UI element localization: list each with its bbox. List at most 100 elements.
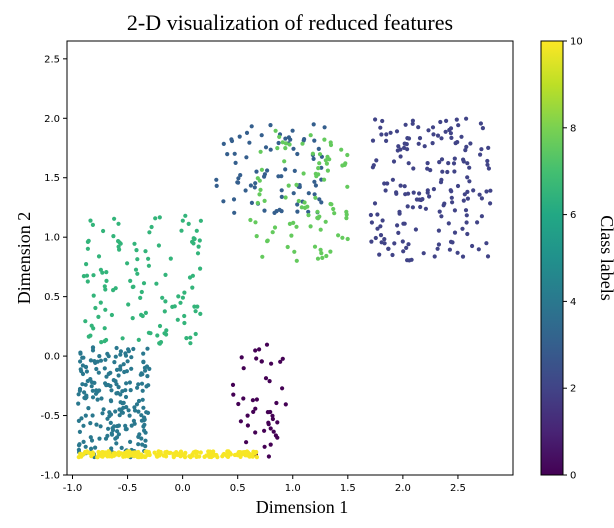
- data-point: [131, 450, 136, 455]
- data-point: [214, 177, 219, 182]
- data-point: [371, 163, 376, 168]
- data-point: [236, 180, 241, 185]
- data-point: [302, 137, 307, 142]
- data-point: [384, 138, 389, 143]
- data-point: [192, 304, 197, 309]
- y-tick-label: -1.0: [40, 471, 60, 482]
- data-point: [123, 423, 128, 428]
- data-point: [92, 380, 97, 385]
- data-point: [164, 449, 169, 454]
- data-point: [103, 307, 108, 312]
- data-point: [93, 305, 98, 311]
- data-point: [97, 436, 102, 441]
- data-point: [95, 397, 100, 402]
- data-point: [127, 413, 132, 418]
- data-point: [312, 192, 317, 197]
- data-point: [254, 234, 259, 239]
- data-point: [306, 191, 311, 196]
- data-point: [373, 117, 378, 122]
- data-point: [145, 374, 150, 379]
- data-point: [182, 290, 187, 295]
- data-point: [79, 416, 84, 421]
- data-point: [250, 398, 255, 403]
- data-point: [255, 200, 260, 206]
- data-point: [289, 233, 294, 238]
- data-point: [264, 342, 270, 347]
- data-point: [115, 429, 120, 434]
- data-point: [467, 165, 472, 170]
- data-point: [421, 251, 426, 256]
- data-point: [451, 161, 457, 166]
- data-point: [109, 312, 114, 318]
- data-point: [368, 212, 373, 218]
- data-point: [306, 213, 311, 218]
- data-point: [175, 317, 180, 322]
- data-point: [117, 240, 122, 245]
- data-point: [265, 168, 270, 173]
- data-point: [86, 406, 91, 411]
- data-point: [406, 161, 411, 166]
- data-point: [392, 241, 397, 246]
- data-point: [231, 197, 237, 202]
- data-point: [391, 159, 397, 164]
- data-point: [100, 270, 105, 275]
- data-point: [459, 134, 464, 139]
- data-point: [127, 380, 132, 385]
- data-point: [198, 218, 203, 223]
- data-point: [102, 326, 107, 331]
- x-tick-label: 2.5: [450, 483, 466, 494]
- data-point: [105, 416, 110, 421]
- data-point: [79, 452, 84, 457]
- data-point: [142, 417, 147, 422]
- data-point: [197, 238, 202, 243]
- data-point: [248, 217, 253, 223]
- y-tick-label: -0.5: [40, 411, 60, 422]
- data-point: [278, 359, 283, 364]
- data-point: [110, 428, 116, 433]
- data-point: [396, 230, 401, 235]
- data-point: [251, 409, 256, 414]
- data-point: [139, 289, 144, 295]
- data-point: [182, 320, 187, 326]
- data-point: [450, 200, 455, 205]
- y-tick-label: 1.0: [44, 233, 60, 244]
- data-point: [439, 214, 444, 219]
- data-point: [312, 179, 317, 184]
- data-point: [120, 401, 125, 406]
- data-point: [140, 388, 145, 393]
- data-point: [114, 345, 119, 351]
- data-point: [101, 228, 106, 234]
- data-point: [116, 423, 121, 428]
- data-point: [88, 358, 93, 363]
- data-point: [328, 140, 333, 145]
- data-point: [89, 446, 94, 451]
- data-point: [248, 183, 253, 188]
- data-point: [104, 374, 109, 379]
- data-point: [83, 382, 88, 387]
- data-point: [313, 183, 318, 188]
- data-point: [136, 382, 141, 387]
- data-point: [108, 383, 113, 389]
- data-point: [316, 166, 321, 171]
- data-point: [96, 254, 102, 259]
- data-point: [382, 181, 387, 186]
- data-point: [292, 249, 297, 254]
- data-point: [411, 166, 416, 171]
- data-point: [277, 134, 282, 139]
- data-point: [90, 222, 95, 227]
- data-point: [130, 316, 135, 321]
- data-point: [339, 147, 344, 152]
- data-point: [98, 300, 103, 305]
- data-point: [97, 388, 102, 393]
- data-point: [198, 311, 203, 316]
- data-point: [380, 118, 385, 124]
- data-point: [93, 391, 99, 396]
- data-point: [268, 147, 273, 152]
- data-point: [84, 369, 89, 374]
- data-point: [422, 144, 427, 149]
- data-point: [257, 192, 262, 197]
- data-point: [446, 221, 451, 226]
- data-point: [116, 221, 121, 226]
- data-point: [437, 209, 442, 214]
- data-point: [396, 144, 401, 149]
